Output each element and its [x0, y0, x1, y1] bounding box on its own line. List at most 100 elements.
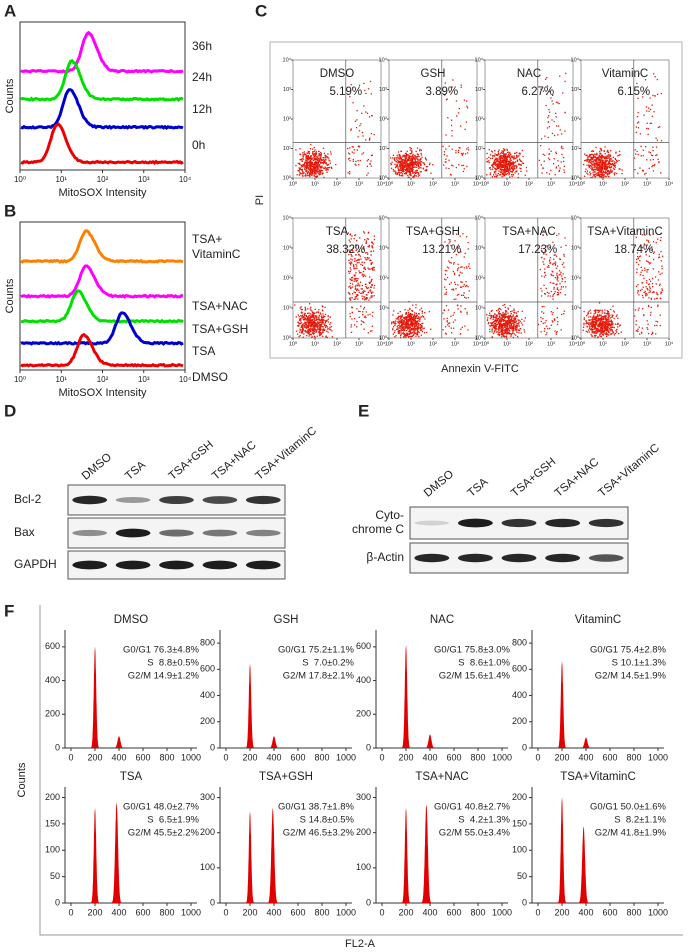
y-tick-label: 10⁴ — [283, 56, 292, 63]
x-tick-label: 600 — [135, 752, 150, 762]
plot-title: TSA+NAC — [415, 771, 468, 783]
histogram-curve — [20, 30, 184, 74]
x-tick-label: 200 — [242, 907, 257, 917]
x-tick-label: 10⁰ — [289, 180, 298, 187]
phase-stat: G0/G1 50.0±1.6% — [590, 802, 667, 813]
x-tick-label: 1000 — [181, 907, 201, 917]
phase-stat: S 10.1±1.3% — [612, 658, 667, 669]
phase-stat: S 6.5±1.9% — [147, 815, 199, 826]
x-tick-label: 10¹ — [311, 341, 319, 347]
x-tick-label: 10¹ — [311, 181, 319, 187]
y-tick-label: 300 — [356, 792, 371, 802]
plot-title: TSA+NAC — [502, 226, 555, 238]
y-tick-label: 600 — [45, 641, 60, 651]
x-tick-label: 600 — [290, 907, 305, 917]
blot-band — [245, 560, 281, 570]
quadrant-percent: 6.27% — [521, 86, 554, 98]
y-tick-label: 10³ — [475, 245, 483, 251]
blot-band — [414, 520, 450, 526]
y-tick-label: 10³ — [475, 87, 483, 93]
y-tick-label: 200 — [200, 827, 215, 837]
x-tick-label: 10³ — [547, 181, 555, 187]
row-label: chrome C — [352, 522, 404, 536]
x-tick-label: 0 — [223, 907, 228, 917]
quadrant-percent: 38.32% — [326, 244, 365, 256]
y-tick-label: 100 — [45, 845, 60, 855]
phase-stat: G2/M 55.0±3.4% — [439, 828, 511, 839]
y-tick-label: 10² — [571, 116, 579, 122]
blot-band — [115, 528, 151, 538]
y-tick-label: 10¹ — [475, 305, 483, 311]
x-tick-label: 10³ — [451, 181, 459, 187]
x-tick-label: 200 — [554, 907, 569, 917]
x-tick-label: 800 — [159, 752, 174, 762]
curve-label: 12h — [192, 102, 212, 116]
y-tick-label: 0 — [366, 742, 371, 752]
blot-band — [202, 560, 238, 570]
blot-band — [202, 496, 238, 504]
x-tick-label: 400 — [578, 752, 593, 762]
panel-letter: C — [255, 1, 267, 20]
blot-band — [115, 560, 151, 570]
x-tick-label: 10³ — [138, 375, 150, 384]
x-tick-label: 0 — [379, 752, 384, 762]
x-tick-label: 400 — [111, 752, 126, 762]
x-tick-label: 10¹ — [55, 375, 67, 384]
curve-label: TSA+GSH — [192, 322, 248, 336]
x-tick-label: 400 — [266, 752, 281, 762]
x-tick-label: 10³ — [547, 341, 555, 347]
histogram-peak — [577, 826, 590, 903]
x-tick-label: 0 — [68, 752, 73, 762]
y-tick-label: 400 — [512, 690, 527, 700]
y-tick-label: 10² — [379, 275, 387, 281]
phase-stat: S 8.8±0.5% — [147, 658, 199, 669]
plot-title: NAC — [430, 614, 454, 626]
x-tick-label: 400 — [111, 907, 126, 917]
x-tick-label: 400 — [578, 907, 593, 917]
lane-label: DMSO — [422, 468, 456, 499]
x-tick-label: 10¹ — [599, 181, 607, 187]
x-tick-label: 10⁰ — [289, 340, 298, 347]
phase-stat: G0/G1 75.8±3.0% — [434, 645, 511, 656]
phase-stat: G0/G1 75.2±1.1% — [278, 645, 355, 656]
histogram-peak — [401, 645, 411, 748]
histogram-curve — [20, 58, 184, 103]
plot-title: VitaminC — [602, 68, 648, 80]
plot-title: DMSO — [114, 614, 149, 626]
x-tick-label: 10⁴ — [665, 180, 674, 187]
phase-stat: S 7.0±0.2% — [302, 658, 354, 669]
y-tick-label: 800 — [512, 637, 527, 647]
x-tick-label: 0 — [379, 907, 384, 917]
y-tick-label: 200 — [512, 792, 527, 802]
y-tick-label: 10² — [283, 275, 291, 281]
histogram-peak — [420, 804, 433, 903]
y-tick-label: 10⁴ — [283, 214, 292, 221]
y-tick-label: 600 — [512, 664, 527, 674]
curve-label: 0h — [192, 138, 205, 152]
y-tick-label: 300 — [200, 792, 215, 802]
y-tick-label: 0 — [210, 742, 215, 752]
lane-label: TSA+NAC — [210, 439, 259, 483]
x-tick-label: 10¹ — [599, 341, 607, 347]
histogram-peak — [90, 646, 100, 748]
phase-stat: S 8.2±1.1% — [614, 815, 666, 826]
x-tick-label: 10² — [333, 341, 341, 347]
histogram-peak — [424, 734, 436, 748]
scatter-dots — [295, 80, 375, 179]
phase-stat: G2/M 45.5±2.2% — [128, 828, 200, 839]
y-axis-label: PI — [254, 195, 266, 205]
scatter-dots — [583, 73, 663, 179]
x-tick-label: 10² — [97, 375, 109, 384]
y-tick-label: 150 — [45, 818, 60, 828]
blot-band — [545, 518, 581, 528]
y-tick-label: 10³ — [283, 245, 291, 251]
y-tick-label: 10² — [475, 116, 483, 122]
y-tick-label: 10⁴ — [475, 214, 484, 221]
x-tick-label: 800 — [470, 752, 485, 762]
y-tick-label: 0 — [210, 897, 215, 907]
histogram-peak — [557, 661, 567, 748]
scatter-dots — [390, 79, 470, 179]
x-tick-label: 10⁴ — [569, 340, 578, 347]
histogram-peak — [90, 808, 100, 903]
x-tick-label: 10⁴ — [179, 375, 192, 384]
